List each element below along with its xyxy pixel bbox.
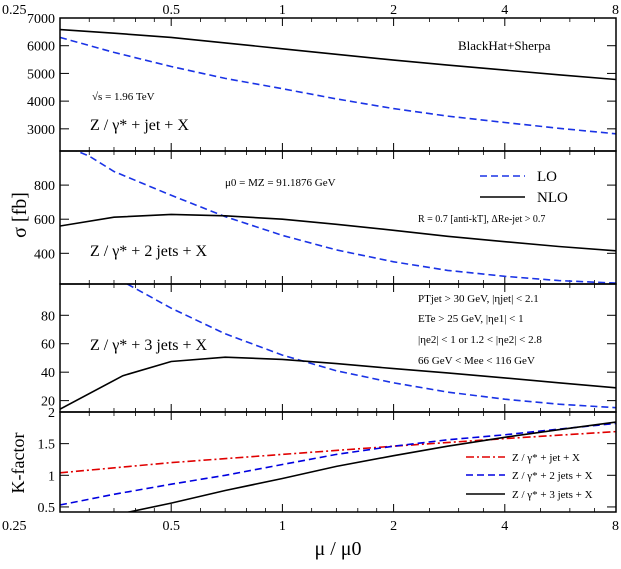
series-2-nlo [60, 356, 616, 410]
x-tick-label-top: 4 [501, 3, 508, 18]
jet-def-label: R = 0.7 [anti-kT], ΔRe-jet > 0.7 [418, 214, 545, 225]
blackhat-label: BlackHat+Sherpa [458, 38, 551, 53]
x-tick-label-bottom: 0.25 [2, 519, 27, 534]
series-2-lo [126, 284, 616, 409]
y-tick-label: 6000 [27, 40, 55, 55]
x-tick-label-bottom: 8 [612, 519, 619, 534]
y-tick-label: 5000 [27, 67, 55, 82]
series-0-nlo [60, 28, 616, 81]
process-label-2: Z / γ* + 3 jets + X [90, 337, 208, 354]
x-tick-labels-top: 0.25 0.5 1 2 4 8 [2, 3, 619, 18]
x-tick-label-top: 1 [279, 3, 286, 18]
legend-nlo-label: NLO [537, 190, 568, 206]
cut-label-1: PTjet > 30 GeV, |ηjet| < 2.1 [418, 293, 539, 305]
cut-label-2: ETe > 25 GeV, |ηe1| < 1 [418, 313, 524, 325]
panel-3-frame [59, 411, 617, 513]
y-tick-label: 80 [41, 309, 55, 324]
series-3-z-jet-x [60, 430, 616, 474]
x-axis-title: μ / μ0 [314, 538, 361, 560]
y-tick-label: 4000 [27, 95, 55, 110]
y-axis-title-k-factor: K-factor [8, 433, 28, 494]
x-tick-label-top: 0.5 [162, 3, 180, 18]
legend-k-factor: Z / γ* + jet + X Z / γ* + 2 jets + X Z /… [466, 452, 593, 501]
x-tick-label-bottom: 1 [279, 519, 286, 534]
x-tick-label-bottom: 4 [501, 519, 508, 534]
legend-cross-section: LO NLO [480, 169, 568, 206]
x-tick-label-top: 8 [612, 3, 619, 18]
y-tick-label: 3000 [27, 123, 55, 138]
y-tick-label: 1.5 [38, 438, 56, 453]
x-tick-label-top: 2 [390, 3, 397, 18]
x-tick-label-bottom: 2 [390, 519, 397, 534]
legend-k-jet-label: Z / γ* + jet + X [512, 452, 580, 464]
series-3-z-3-jets-x [125, 421, 616, 512]
sqrt-s-label: √s = 1.96 TeV [92, 91, 155, 103]
y-tick-label: 7000 [27, 12, 55, 27]
y-tick-label: 800 [34, 179, 55, 194]
legend-k-3jets-label: Z / γ* + 3 jets + X [512, 489, 593, 501]
y-tick-label: 0.5 [38, 501, 56, 516]
y-tick-label: 20 [41, 395, 55, 410]
y-tick-label: 2 [48, 406, 55, 421]
x-tick-label-bottom: 0.5 [162, 519, 180, 534]
series-3-z-2-jets-x [60, 422, 616, 506]
series-lines [60, 28, 616, 512]
cut-label-4: 66 GeV < Mee < 116 GeV [418, 355, 535, 367]
y-tick-label: 40 [41, 366, 55, 381]
y-tick-label: 60 [41, 338, 55, 353]
process-label-0: Z / γ* + jet + X [90, 117, 189, 134]
y-tick-labels: 3000 4000 5000 6000 7000 400 600 800 20 40 60 80 0.5… [27, 12, 55, 516]
cut-label-3: |ηe2| < 1 or 1.2 < |ηe2| < 2.8 [418, 334, 542, 346]
y-tick-label: 400 [34, 247, 55, 262]
y-tick-label: 600 [34, 213, 55, 228]
series-1-nlo [60, 213, 616, 252]
process-label-1: Z / γ* + 2 jets + X [90, 243, 208, 260]
x-tick-labels-bottom: 0.25 0.5 1 2 4 8 [2, 519, 619, 534]
y-tick-label: 1 [48, 469, 55, 484]
y-axis-title-cross-section: σ [fb] [9, 192, 31, 238]
legend-lo-label: LO [537, 169, 557, 185]
series-1-lo [74, 151, 616, 284]
legend-k-2jets-label: Z / γ* + 2 jets + X [512, 470, 593, 482]
x-tick-label-top: 0.25 [2, 3, 27, 18]
mu0-label: μ0 = MZ = 91.1876 GeV [225, 177, 336, 189]
